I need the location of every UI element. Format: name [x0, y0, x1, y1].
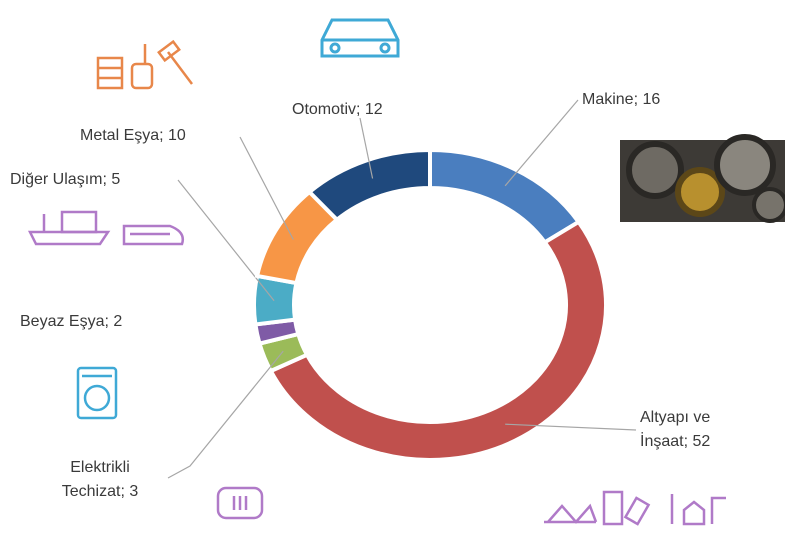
category-name: Makine	[582, 91, 634, 108]
slice-label: Otomotiv; 12	[292, 98, 442, 122]
value-label: 16	[642, 91, 660, 108]
value-label: 10	[168, 127, 186, 144]
slice-label: Diğer Ulaşım; 5	[10, 168, 200, 192]
donut-slice	[271, 222, 606, 460]
car-icon	[322, 20, 398, 56]
slice-label: Metal Eşya; 10	[80, 124, 250, 148]
metal-goods-icon	[98, 42, 192, 88]
value-label: 5	[111, 171, 120, 188]
donut-slice	[430, 150, 579, 242]
category-name: Metal Eşya	[80, 127, 159, 144]
category-name: Otomotiv	[292, 101, 356, 118]
label-separator: ;	[356, 101, 365, 118]
value-label: 52	[692, 433, 710, 450]
other-transport-icon	[30, 212, 183, 244]
category-name: Beyaz Eşya	[20, 313, 104, 330]
donut-slice	[310, 150, 430, 220]
value-label: 12	[365, 101, 383, 118]
label-separator: ;	[159, 127, 168, 144]
value-label: 2	[113, 313, 122, 330]
leader-line	[168, 351, 283, 478]
leader-line	[505, 100, 578, 186]
gears-image	[620, 137, 785, 222]
slice-label: Altyapı ve İnşaat; 52	[640, 406, 760, 454]
category-name: Diğer Ulaşım	[10, 171, 102, 188]
slice-label: Makine; 16	[582, 88, 722, 112]
construction-icon	[544, 492, 726, 524]
leader-line	[240, 137, 293, 239]
value-label: 3	[129, 483, 138, 500]
chart: Makine; 16 Altyapı ve İnşaat; 52 Elektrikl…	[0, 0, 785, 536]
leader-line	[178, 180, 274, 301]
white-goods-icon	[78, 368, 116, 418]
slice-label: Beyaz Eşya; 2	[20, 310, 180, 334]
electrical-icon	[218, 488, 262, 518]
label-separator: ;	[120, 483, 129, 500]
slice-label: Elektrikli Techizat; 3	[40, 456, 160, 504]
